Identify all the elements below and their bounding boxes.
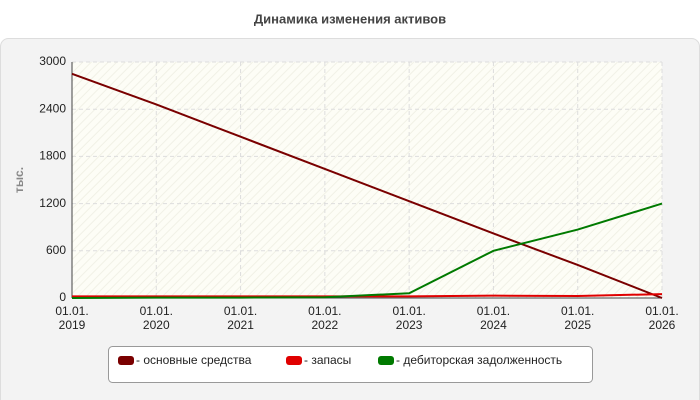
chart-title: Динамика изменения активов bbox=[254, 11, 446, 26]
legend-label: - запасы bbox=[304, 353, 351, 367]
series-line bbox=[72, 293, 663, 298]
x-tick-label: 01.01. 2024 bbox=[476, 304, 511, 332]
y-tick-label: 3000 bbox=[39, 54, 66, 68]
series-line bbox=[71, 202, 663, 299]
legend-label: - основные средства bbox=[136, 353, 252, 367]
y-tick-label: 0 bbox=[59, 290, 66, 304]
legend-swatch bbox=[286, 356, 302, 365]
series-line bbox=[71, 72, 663, 299]
legend-swatch bbox=[118, 356, 134, 365]
x-tick-label: 01.01. 2022 bbox=[308, 304, 342, 332]
y-tick-label: 1800 bbox=[39, 149, 66, 163]
y-tick-label: 2400 bbox=[39, 101, 66, 115]
x-tick-label: 01.01. 2026 bbox=[645, 304, 679, 332]
y-tick-label: 1200 bbox=[39, 196, 66, 210]
y-axis-label: тыс. bbox=[12, 167, 26, 193]
y-tick-label: 600 bbox=[46, 243, 66, 257]
x-tick-label: 01.01. 2021 bbox=[223, 304, 258, 332]
x-tick-label: 01.01. 2023 bbox=[392, 304, 426, 332]
legend-swatch bbox=[378, 356, 394, 365]
x-tick-label: 01.01. 2025 bbox=[561, 304, 595, 332]
x-tick-label: 01.01. 2019 bbox=[55, 304, 89, 332]
x-tick-label: 01.01. 2020 bbox=[139, 304, 173, 332]
legend bbox=[108, 346, 593, 383]
legend-label: - дебиторская задолженность bbox=[396, 353, 562, 367]
